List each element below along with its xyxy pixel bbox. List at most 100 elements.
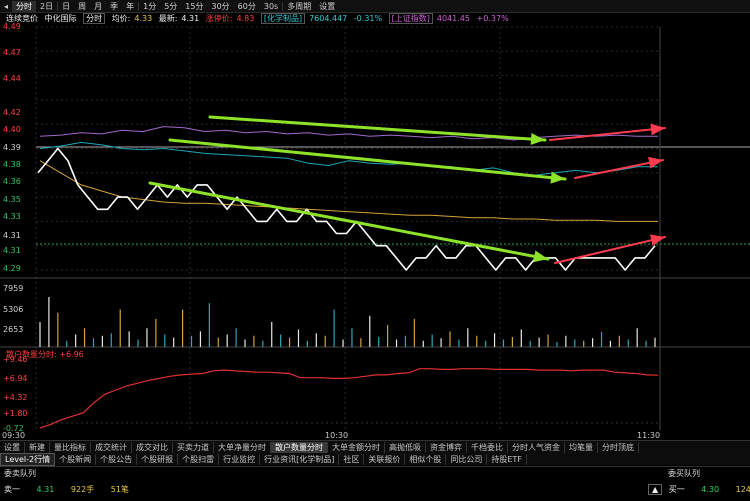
indicator-tick: +9.46 [3, 355, 28, 364]
info-tab-11[interactable]: 持股ETF [487, 453, 527, 465]
avg-label: 均价: [111, 14, 131, 23]
indicator-tab-13[interactable]: 均笔量 [565, 441, 598, 453]
price-tick: 4.33 [3, 212, 21, 221]
sell-one-volume: 922手 [70, 485, 95, 494]
chart-grid [0, 26, 750, 430]
tab-week[interactable]: 周 [78, 1, 87, 11]
green-arrow-1-head [530, 133, 545, 146]
indicator-tab-6[interactable]: 大单净量分时 [214, 441, 271, 453]
sector-name[interactable]: [化学制品] [260, 13, 306, 24]
indicator-tab-9[interactable]: 高抛低吸 [385, 441, 426, 453]
time-tick-start: 09:30 [2, 431, 26, 440]
red-arrow-2-shaft [574, 159, 664, 179]
info-tab-8[interactable]: 关联报价 [364, 453, 406, 465]
avg-value: 4.33 [134, 14, 153, 23]
accounts-indicator [36, 368, 660, 429]
quote-info-line: 连续竞价 中化国际 分时 均价: 4.33 最新: 4.31 涨停价: 4.83 [化… [6, 13, 513, 25]
divider [282, 1, 284, 11]
tab-year[interactable]: 年 [126, 1, 135, 11]
index-value: 4041.45 [436, 14, 470, 23]
price-tick: 4.44 [3, 74, 21, 83]
indicator-tab-7[interactable]: 散户数量分时 [271, 441, 328, 453]
info-tab-0[interactable]: Level-2行情 [0, 452, 56, 466]
indicator-tab-1[interactable]: 新建 [25, 441, 50, 453]
limit-value: 4.83 [236, 14, 255, 23]
sector-change: -0.31% [353, 14, 383, 23]
tab-5min[interactable]: 5分 [164, 1, 178, 11]
red-arrow-3-head [649, 234, 665, 247]
red-arrow-3-shaft [554, 236, 666, 264]
green-arrow-3-shaft [148, 181, 550, 261]
sell-one-price: 4.31 [36, 485, 55, 494]
info-tab-9[interactable]: 相似个股 [405, 453, 447, 465]
indicator-tab-4[interactable]: 成交对比 [132, 441, 173, 453]
tab-multi-period[interactable]: 多周期 [287, 1, 312, 11]
tab-1min[interactable]: 1分 [143, 1, 157, 11]
red-arrow-1-shaft [549, 127, 666, 141]
indicator-tab-0[interactable]: 设置 [0, 441, 25, 453]
info-tab-7[interactable]: 社区 [339, 453, 365, 465]
period-toolbar: ◂ 分时 2日 日 周 月 季 年 1分 5分 15分 30分 60分 30s … [0, 0, 750, 13]
info-tab-10[interactable]: 同比公司 [446, 453, 488, 465]
sell-one-row[interactable]: 卖一 4.31 922手 51笔 [4, 484, 143, 495]
indicator-tab-8[interactable]: 大单金额分时 [328, 441, 385, 453]
price-tick: 4.29 [3, 264, 21, 273]
info-tab-2[interactable]: 个股公告 [96, 453, 138, 465]
intraday-chart[interactable] [0, 0, 750, 440]
tab-day[interactable]: 日 [62, 1, 71, 11]
green-arrow-3-head [533, 250, 548, 263]
price-tick: 4.31 [3, 246, 21, 255]
indicator-tab-5[interactable]: 买卖力道 [173, 441, 214, 453]
tab-30s[interactable]: 30s [263, 1, 279, 11]
info-tab-5[interactable]: 行业监控 [219, 453, 261, 465]
green-arrow-1-shaft [208, 115, 547, 142]
tab-quarter[interactable]: 季 [110, 1, 119, 11]
order-queue-panel: 委卖队列 委买队列 卖一 4.31 922手 51笔 ▲ 买一 4.30 124… [0, 466, 750, 501]
tab-15min[interactable]: 15分 [185, 1, 204, 11]
indicator-tick: -0.72 [3, 424, 24, 433]
indicator-title: 散户数量分时: +6.96 [6, 349, 84, 360]
trading-status: 连续竞价 [6, 14, 38, 23]
info-tab-6[interactable]: 行业资讯[化学制品] [260, 453, 340, 465]
buy-one-volume: 1247 [735, 485, 750, 494]
tab-month[interactable]: 月 [94, 1, 103, 11]
price-tick: 4.35 [3, 195, 21, 204]
collapse-icon[interactable]: ▲ [648, 484, 663, 495]
time-tick-end: 11:30 [637, 431, 661, 440]
red-arrow-2-head [648, 156, 663, 169]
chart-series [37, 126, 658, 271]
tab-fenshi[interactable]: 分时 [12, 0, 37, 12]
buy-one-label: 买一 [668, 485, 685, 494]
indicator-tab-14[interactable]: 分时顶底 [598, 441, 639, 453]
price-tick: 4.36 [3, 177, 21, 186]
red-arrow-1-head [650, 123, 665, 136]
sector-value: 7604.447 [309, 14, 348, 23]
index-name[interactable]: [上证指数] [388, 13, 433, 24]
indicator-tab-11[interactable]: 千档委比 [467, 441, 508, 453]
info-tab-4[interactable]: 个股扫雷 [178, 453, 220, 465]
indicator-tab-12[interactable]: 分时人气资金 [508, 441, 565, 453]
price-tick: 4.49 [3, 22, 21, 31]
indicator-tick: +4.32 [3, 393, 28, 402]
info-tab-3[interactable]: 个股研报 [137, 453, 179, 465]
indicator-tab-3[interactable]: 成交统计 [91, 441, 132, 453]
price-tick-last: 4.31 [3, 231, 21, 240]
indicator-value: : +6.96 [54, 350, 84, 359]
indicator-tab-2[interactable]: 量比指标 [50, 441, 91, 453]
indicator-tab-10[interactable]: 资金博弈 [426, 441, 467, 453]
last-value: 4.31 [181, 14, 200, 23]
back-icon[interactable]: ◂ [4, 1, 9, 11]
green-arrow-2-head [550, 171, 565, 184]
tab-60min[interactable]: 60分 [237, 1, 256, 11]
buy-one-row[interactable]: ▲ 买一 4.30 1247 [648, 484, 750, 495]
info-tab-1[interactable]: 个股新闻 [55, 453, 97, 465]
price-tick-current: 4.39 [3, 143, 21, 152]
settings-button[interactable]: 设置 [319, 1, 336, 11]
buy-queue-title: 委买队列 [668, 469, 700, 478]
sell-one-count: 51笔 [110, 485, 129, 494]
chart-mode-label: 分时 [83, 13, 106, 24]
sell-one-label: 卖一 [4, 485, 20, 494]
tab-2day[interactable]: 2日 [40, 1, 54, 11]
divider [57, 1, 59, 11]
tab-30min[interactable]: 30分 [211, 1, 230, 11]
